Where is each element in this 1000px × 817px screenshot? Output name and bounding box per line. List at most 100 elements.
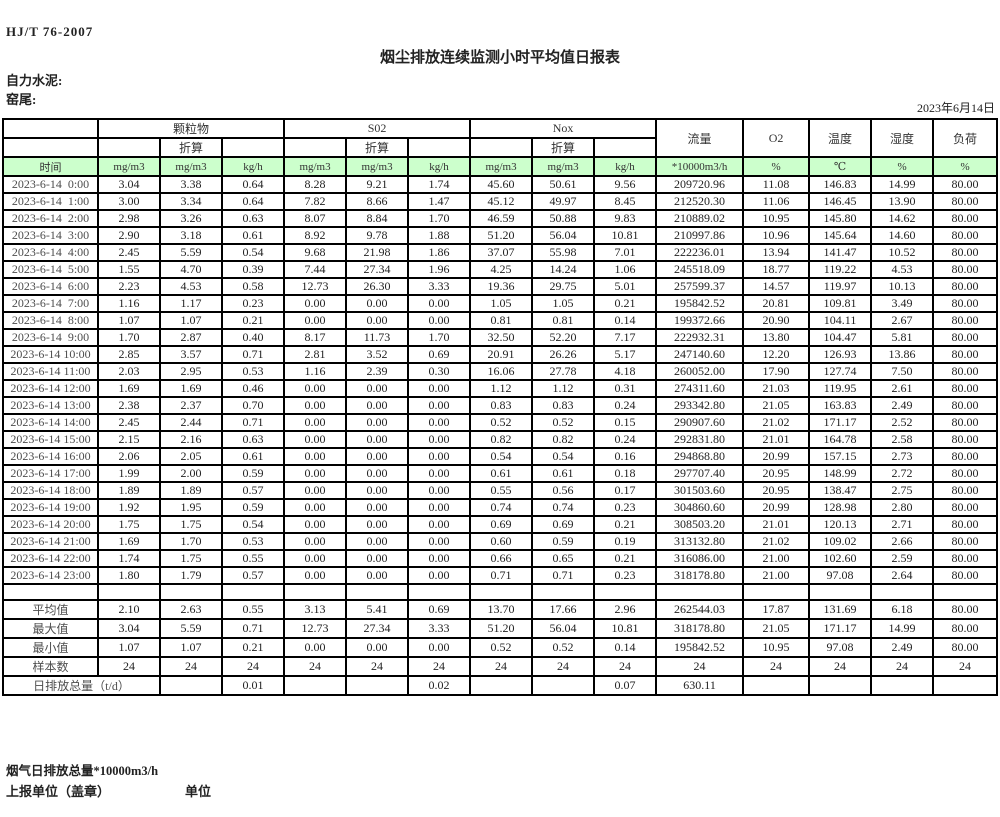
value-cell: 1.17 [159, 294, 223, 313]
value-cell: 128.98 [808, 498, 873, 517]
summary-row: 最大值 3.04 5.59 0.71 12.73 27.34 3.33 51.20 56.04 1… [2, 618, 999, 639]
value-cell: 80.00 [932, 192, 999, 211]
value-cell: 80.00 [932, 243, 999, 262]
value-cell: 3.33 [407, 618, 472, 639]
value-cell: 0.00 [283, 532, 348, 551]
daily-total-nox: 0.07 [593, 675, 658, 696]
value-cell: 0.00 [283, 498, 348, 517]
value-cell: 0.00 [407, 396, 472, 415]
empty-cell [870, 675, 935, 696]
value-cell: 51.20 [469, 618, 534, 639]
time-cell: 2023-6-14 9:00 [2, 328, 99, 347]
value-cell: 0.00 [407, 311, 472, 330]
value-cell: 0.21 [593, 294, 658, 313]
summary-label-cell: 平均值 [2, 599, 99, 620]
value-cell: 14.57 [742, 277, 811, 296]
value-cell: 3.33 [407, 277, 472, 296]
value-cell: 0.61 [469, 464, 534, 483]
value-cell: 7.17 [593, 328, 658, 347]
value-cell: 148.99 [808, 464, 873, 483]
value-cell: 45.60 [469, 175, 534, 194]
value-cell: 0.59 [220, 464, 286, 483]
value-cell: 2.95 [159, 362, 223, 381]
value-cell: 12.20 [742, 345, 811, 364]
unit-cell: kg/h [593, 156, 658, 177]
value-cell: 7.82 [283, 192, 348, 211]
empty-cell [97, 137, 161, 158]
value-cell: 0.00 [345, 379, 410, 398]
group-temperature: 温度 [808, 118, 873, 158]
value-cell: 16.06 [469, 362, 534, 381]
value-cell: 5.81 [870, 328, 935, 347]
value-cell: 293342.80 [655, 396, 745, 415]
value-cell: 1.70 [159, 532, 223, 551]
value-cell: 20.95 [742, 464, 811, 483]
value-cell: 2.39 [345, 362, 410, 381]
value-cell: 24 [808, 656, 873, 677]
value-cell: 1.69 [97, 532, 161, 551]
value-cell: 24 [220, 656, 286, 677]
value-cell: 7.44 [283, 260, 348, 279]
empty-cell [283, 137, 348, 158]
value-cell: 80.00 [932, 481, 999, 500]
time-cell: 2023-6-14 15:00 [2, 430, 99, 449]
value-cell: 24 [283, 656, 348, 677]
value-cell: 9.68 [283, 243, 348, 262]
value-cell: 97.08 [808, 566, 873, 585]
table-row: 2023-6-14 10:00 2.85 3.57 0.71 2.81 3.52 0.69 2… [2, 345, 999, 364]
value-cell: 0.00 [345, 464, 410, 483]
value-cell: 290907.60 [655, 413, 745, 432]
value-cell: 80.00 [932, 637, 999, 658]
value-cell: 0.00 [407, 498, 472, 517]
value-cell: 0.60 [469, 532, 534, 551]
value-cell: 0.00 [345, 498, 410, 517]
value-cell: 46.59 [469, 209, 534, 228]
value-cell: 294868.80 [655, 447, 745, 466]
value-cell: 0.23 [220, 294, 286, 313]
value-cell: 80.00 [932, 532, 999, 551]
value-cell: 1.07 [159, 637, 223, 658]
value-cell: 3.18 [159, 226, 223, 245]
value-cell: 2.73 [870, 447, 935, 466]
value-cell: 2.81 [283, 345, 348, 364]
value-cell: 0.61 [220, 226, 286, 245]
value-cell: 2.45 [97, 413, 161, 432]
value-cell: 0.63 [220, 209, 286, 228]
value-cell: 0.71 [220, 345, 286, 364]
value-cell: 104.47 [808, 328, 873, 347]
value-cell: 146.45 [808, 192, 873, 211]
spacer-row [2, 583, 999, 601]
value-cell: 9.83 [593, 209, 658, 228]
value-cell: 10.81 [593, 618, 658, 639]
daily-total-pm: 0.01 [220, 675, 286, 696]
value-cell: 2.49 [870, 637, 935, 658]
value-cell: 0.82 [469, 430, 534, 449]
value-cell: 2.45 [97, 243, 161, 262]
table-row: 2023-6-14 7:00 1.16 1.17 0.23 0.00 0.00 0.00 1.… [2, 294, 999, 313]
value-cell: 2.10 [97, 599, 161, 620]
value-cell: 27.34 [345, 260, 410, 279]
unit-cell: mg/m3 [345, 156, 410, 177]
value-cell: 0.71 [220, 618, 286, 639]
value-cell: 260052.00 [655, 362, 745, 381]
value-cell: 0.00 [345, 515, 410, 534]
value-cell: 21.01 [742, 430, 811, 449]
value-cell: 80.00 [932, 209, 999, 228]
value-cell: 8.84 [345, 209, 410, 228]
value-cell: 7.50 [870, 362, 935, 381]
value-cell: 247140.60 [655, 345, 745, 364]
value-cell: 24 [407, 656, 472, 677]
value-cell: 3.34 [159, 192, 223, 211]
value-cell: 2.85 [97, 345, 161, 364]
value-cell: 2.15 [97, 430, 161, 449]
value-cell: 316086.00 [655, 549, 745, 568]
value-cell: 304860.60 [655, 498, 745, 517]
time-cell: 2023-6-14 21:00 [2, 532, 99, 551]
value-cell: 0.54 [220, 243, 286, 262]
empty-cell [932, 675, 999, 696]
value-cell: 0.69 [407, 345, 472, 364]
value-cell: 0.00 [283, 637, 348, 658]
value-cell: 2.66 [870, 532, 935, 551]
value-cell: 157.15 [808, 447, 873, 466]
value-cell: 0.00 [345, 532, 410, 551]
